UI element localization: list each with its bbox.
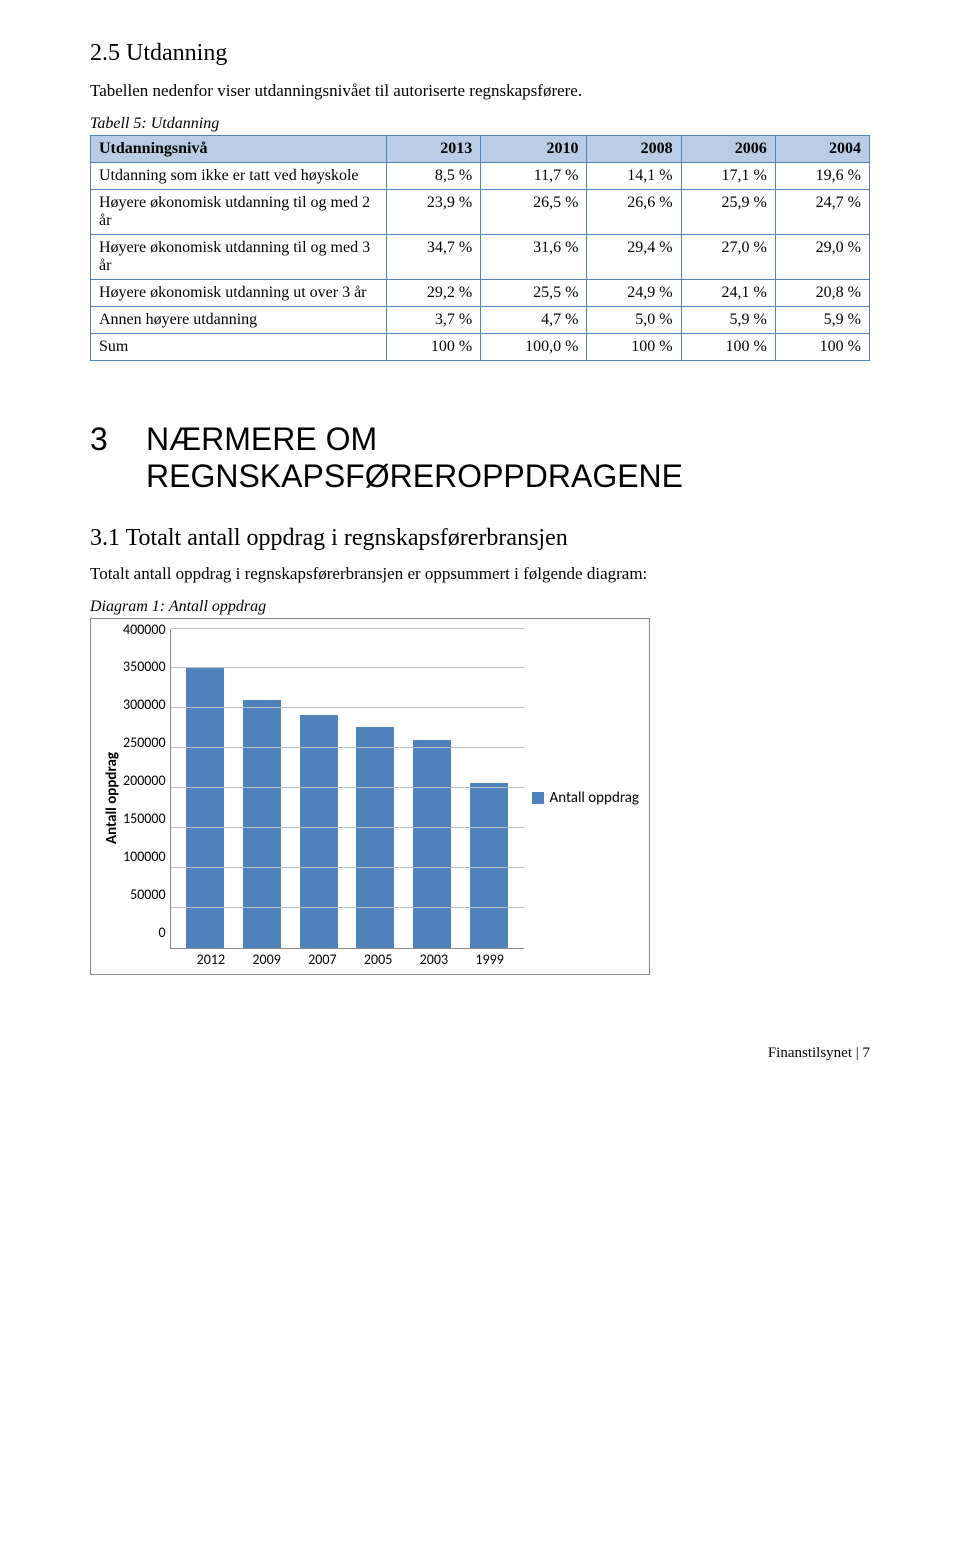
table-row: Høyere økonomisk utdanning til og med 3 …	[91, 235, 870, 280]
cell: 19,6 %	[775, 163, 869, 190]
cell: 4,7 %	[481, 307, 587, 334]
col-header: 2010	[481, 136, 587, 163]
section-2-5-heading: 2.5 Utdanning	[90, 40, 870, 67]
y-tick: 250000	[123, 734, 166, 751]
page-footer: Finanstilsynet | 7	[90, 1045, 870, 1062]
bar	[413, 740, 451, 947]
y-tick: 400000	[123, 621, 166, 638]
cell: 8,5 %	[387, 163, 481, 190]
col-header: Utdanningsnivå	[91, 136, 387, 163]
cell: 20,8 %	[775, 280, 869, 307]
col-header: 2004	[775, 136, 869, 163]
y-tick: 50000	[123, 886, 166, 903]
bar	[470, 783, 508, 948]
cell: 24,9 %	[587, 280, 681, 307]
cell: 100 %	[387, 334, 481, 361]
cell: 5,9 %	[681, 307, 775, 334]
cell: Høyere økonomisk utdanning til og med 2 …	[91, 190, 387, 235]
plot-area	[170, 629, 524, 949]
x-axis-ticks: 2012 2009 2007 2005 2003 1999	[177, 949, 524, 968]
chapter-3-heading: 3 NÆRMERE OM REGNSKAPSFØREROPPDRAGENE	[90, 421, 870, 495]
chapter-number: 3	[90, 421, 146, 495]
cell: Sum	[91, 334, 387, 361]
gridline	[171, 628, 524, 629]
table-row: Sum 100 % 100,0 % 100 % 100 % 100 %	[91, 334, 870, 361]
table-5-caption: Tabell 5: Utdanning	[90, 115, 870, 133]
cell: 23,9 %	[387, 190, 481, 235]
y-axis-label: Antall oppdrag	[101, 629, 123, 968]
cell: 31,6 %	[481, 235, 587, 280]
table-row: Høyere økonomisk utdanning ut over 3 år …	[91, 280, 870, 307]
x-tick: 2007	[308, 951, 336, 968]
cell: 5,9 %	[775, 307, 869, 334]
table-row: Utdanning som ikke er tatt ved høyskole …	[91, 163, 870, 190]
cell: 25,5 %	[481, 280, 587, 307]
cell: 27,0 %	[681, 235, 775, 280]
bars-container	[171, 629, 524, 948]
diagram-1-caption: Diagram 1: Antall oppdrag	[90, 598, 870, 616]
gridline	[171, 707, 524, 708]
gridline	[171, 787, 524, 788]
cell: 29,0 %	[775, 235, 869, 280]
cell: Utdanning som ikke er tatt ved høyskole	[91, 163, 387, 190]
cell: 26,5 %	[481, 190, 587, 235]
y-axis-ticks: 400000 350000 300000 250000 200000 15000…	[123, 621, 170, 941]
cell: 24,7 %	[775, 190, 869, 235]
cell: 11,7 %	[481, 163, 587, 190]
cell: 3,7 %	[387, 307, 481, 334]
cell: 100 %	[587, 334, 681, 361]
cell: Annen høyere utdanning	[91, 307, 387, 334]
cell: Høyere økonomisk utdanning ut over 3 år	[91, 280, 387, 307]
x-tick: 2012	[197, 951, 225, 968]
y-tick: 0	[123, 924, 166, 941]
chart-legend: Antall oppdrag	[524, 629, 639, 968]
bar	[300, 715, 338, 948]
cell: 100 %	[681, 334, 775, 361]
x-tick: 1999	[475, 951, 503, 968]
diagram-1-chart: Antall oppdrag 400000 350000 300000 2500…	[90, 618, 650, 975]
legend-swatch-icon	[532, 792, 544, 804]
table-5: Utdanningsnivå 2013 2010 2008 2006 2004 …	[90, 135, 870, 361]
y-tick: 100000	[123, 848, 166, 865]
gridline	[171, 827, 524, 828]
table-header-row: Utdanningsnivå 2013 2010 2008 2006 2004	[91, 136, 870, 163]
y-tick: 150000	[123, 810, 166, 827]
col-header: 2008	[587, 136, 681, 163]
table-row: Høyere økonomisk utdanning til og med 2 …	[91, 190, 870, 235]
bar	[186, 667, 224, 948]
y-tick: 300000	[123, 696, 166, 713]
cell: 14,1 %	[587, 163, 681, 190]
gridline	[171, 867, 524, 868]
gridline	[171, 667, 524, 668]
cell: 25,9 %	[681, 190, 775, 235]
chapter-title: NÆRMERE OM REGNSKAPSFØREROPPDRAGENE	[146, 421, 870, 495]
cell: 24,1 %	[681, 280, 775, 307]
x-tick: 2003	[420, 951, 448, 968]
legend-label: Antall oppdrag	[550, 789, 639, 807]
cell: 5,0 %	[587, 307, 681, 334]
col-header: 2013	[387, 136, 481, 163]
cell: 100,0 %	[481, 334, 587, 361]
table-row: Annen høyere utdanning 3,7 % 4,7 % 5,0 %…	[91, 307, 870, 334]
cell: Høyere økonomisk utdanning til og med 3 …	[91, 235, 387, 280]
cell: 34,7 %	[387, 235, 481, 280]
y-tick: 350000	[123, 658, 166, 675]
bar	[356, 727, 394, 948]
bar	[243, 700, 281, 947]
cell: 26,6 %	[587, 190, 681, 235]
section-3-1-intro: Totalt antall oppdrag i regnskapsførerbr…	[90, 564, 870, 584]
cell: 29,2 %	[387, 280, 481, 307]
cell: 29,4 %	[587, 235, 681, 280]
section-2-5-intro: Tabellen nedenfor viser utdanningsnivået…	[90, 81, 870, 101]
col-header: 2006	[681, 136, 775, 163]
gridline	[171, 907, 524, 908]
section-3-1-heading: 3.1 Totalt antall oppdrag i regnskapsfør…	[90, 525, 870, 552]
x-tick: 2009	[252, 951, 280, 968]
y-tick: 200000	[123, 772, 166, 789]
gridline	[171, 747, 524, 748]
cell: 100 %	[775, 334, 869, 361]
x-tick: 2005	[364, 951, 392, 968]
cell: 17,1 %	[681, 163, 775, 190]
